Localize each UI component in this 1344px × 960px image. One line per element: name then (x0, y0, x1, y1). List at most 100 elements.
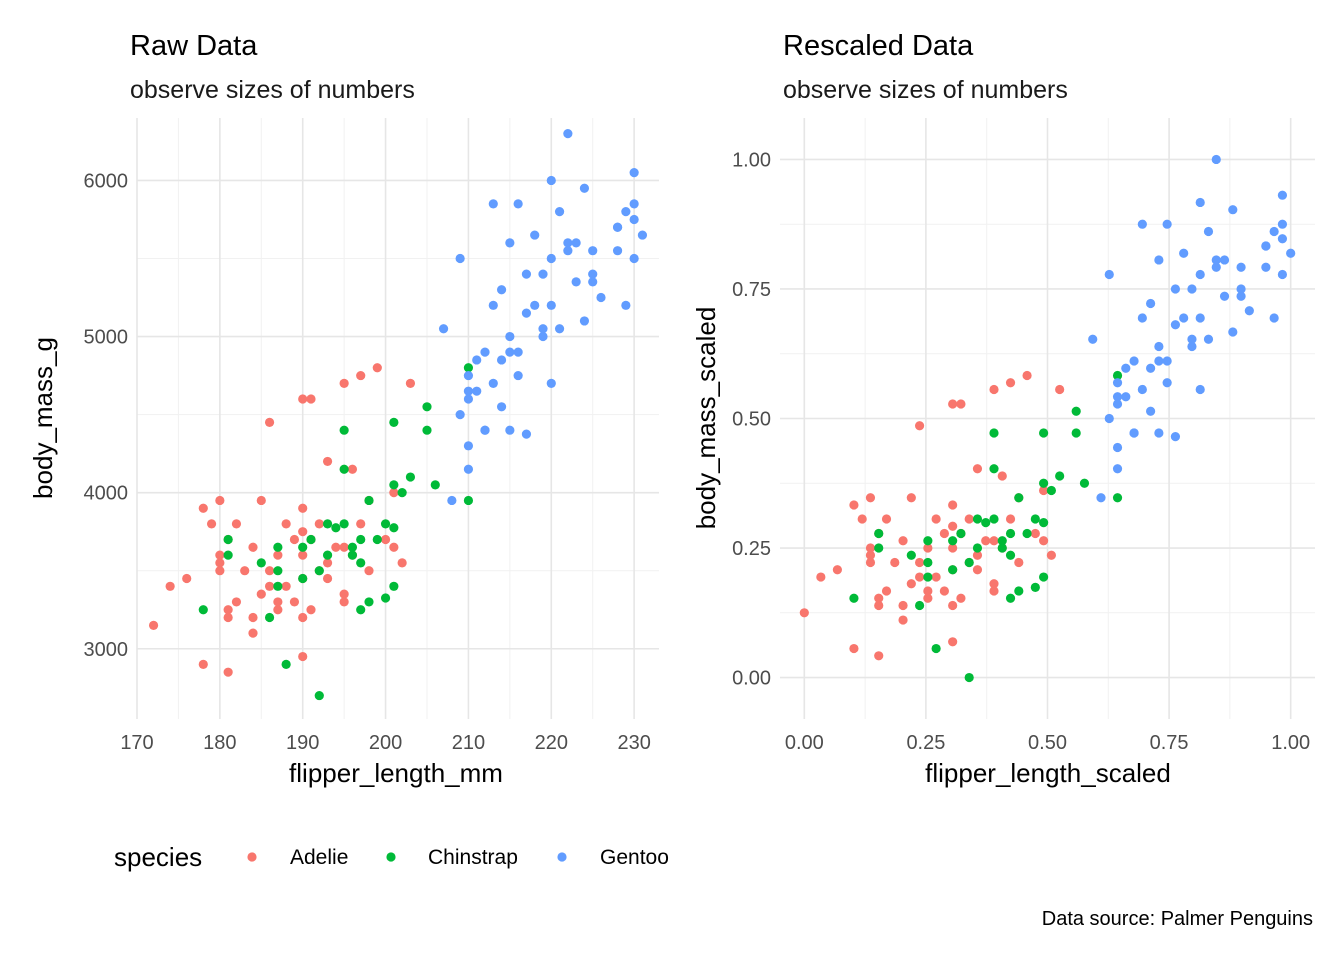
x-tick-label: 1.00 (1271, 732, 1310, 754)
point-chinstrap (256, 558, 266, 568)
point-gentoo (563, 129, 573, 139)
point-adelie (215, 566, 225, 576)
point-chinstrap (1039, 518, 1049, 528)
point-gentoo (447, 495, 457, 506)
point-adelie (1039, 536, 1049, 546)
legend-item-gentoo: Gentoo (557, 846, 669, 869)
point-gentoo (596, 292, 606, 303)
x-tick-label: 210 (452, 732, 485, 754)
point-adelie (914, 572, 925, 582)
point-adelie (198, 659, 208, 669)
point-gentoo (1112, 399, 1123, 409)
point-adelie (264, 581, 275, 591)
point-gentoo (1112, 442, 1123, 453)
point-adelie (1005, 514, 1016, 524)
point-gentoo (571, 238, 581, 248)
data-points (799, 154, 1296, 683)
point-adelie (339, 378, 349, 388)
point-gentoo (1154, 255, 1164, 265)
point-adelie (898, 615, 908, 625)
gridlines (136, 118, 659, 719)
legend-label-gentoo: Gentoo (600, 846, 669, 869)
x-tick-label: 0.50 (1028, 732, 1067, 754)
point-adelie (322, 456, 333, 467)
point-adelie (865, 550, 876, 560)
point-adelie (989, 536, 999, 546)
point-adelie (215, 495, 225, 506)
point-adelie (264, 566, 275, 576)
point-chinstrap (1071, 428, 1081, 438)
point-adelie (923, 593, 933, 603)
gridlines (780, 118, 1315, 719)
point-gentoo (463, 370, 474, 381)
point-adelie (248, 628, 258, 638)
point-gentoo (480, 347, 490, 357)
point-gentoo (505, 238, 515, 248)
point-adelie (281, 519, 291, 529)
point-adelie (914, 421, 925, 431)
point-adelie (231, 519, 242, 529)
rescaled-data-panel: Rescaled Data observe sizes of numbers 0… (691, 30, 1315, 788)
point-gentoo (1261, 262, 1271, 272)
point-gentoo (1162, 378, 1172, 388)
point-chinstrap (389, 480, 399, 490)
legend-key-adelie (247, 852, 257, 862)
point-adelie (881, 514, 892, 524)
point-adelie (248, 612, 258, 623)
point-adelie (397, 558, 407, 568)
data-points (148, 129, 648, 701)
point-chinstrap (1112, 493, 1123, 503)
point-gentoo (579, 316, 590, 326)
y-axis-title: body_mass_scaled (691, 307, 721, 530)
point-chinstrap (923, 557, 933, 568)
point-gentoo (1269, 226, 1279, 237)
y-tick-label: 0.75 (732, 279, 771, 301)
point-gentoo (546, 378, 556, 388)
point-chinstrap (1071, 406, 1081, 416)
point-chinstrap (347, 550, 358, 560)
point-adelie (972, 550, 983, 560)
point-gentoo (513, 370, 523, 381)
point-gentoo (1228, 205, 1238, 215)
point-chinstrap (964, 672, 974, 683)
y-axis-title: body_mass_g (28, 337, 58, 499)
point-adelie (956, 399, 966, 409)
point-adelie (1046, 550, 1056, 560)
y-tick-label: 3000 (84, 639, 129, 661)
point-chinstrap (1030, 582, 1040, 593)
point-adelie (816, 572, 826, 582)
point-gentoo (538, 331, 548, 342)
point-gentoo (463, 441, 474, 451)
point-adelie (240, 566, 250, 576)
point-chinstrap (422, 425, 432, 435)
point-chinstrap (956, 528, 966, 539)
point-chinstrap (972, 543, 983, 553)
point-chinstrap (314, 690, 324, 701)
point-chinstrap (931, 643, 941, 654)
point-gentoo (521, 429, 532, 439)
point-gentoo (1244, 306, 1254, 316)
point-chinstrap (380, 519, 391, 529)
point-gentoo (1219, 255, 1230, 265)
point-adelie (923, 543, 933, 553)
point-adelie (223, 667, 233, 677)
point-adelie (956, 593, 966, 603)
point-adelie (989, 586, 999, 596)
point-gentoo (1112, 392, 1123, 402)
point-adelie (881, 586, 892, 596)
point-gentoo (621, 300, 631, 310)
point-adelie (273, 597, 283, 607)
point-gentoo (1277, 269, 1288, 280)
point-adelie (405, 378, 416, 388)
point-gentoo (488, 199, 498, 209)
y-tick-label: 1.00 (732, 149, 771, 171)
panel-title: Raw Data (130, 30, 258, 62)
point-gentoo (488, 300, 498, 310)
tick-labels: 0.00 0.25 0.50 0.75 1.00 0.00 0.25 0.50 0.75 1.00 (732, 149, 1310, 754)
point-gentoo (1277, 234, 1288, 244)
point-chinstrap (923, 536, 933, 546)
point-adelie (281, 581, 291, 591)
point-chinstrap (1005, 528, 1016, 539)
point-adelie (865, 543, 876, 553)
